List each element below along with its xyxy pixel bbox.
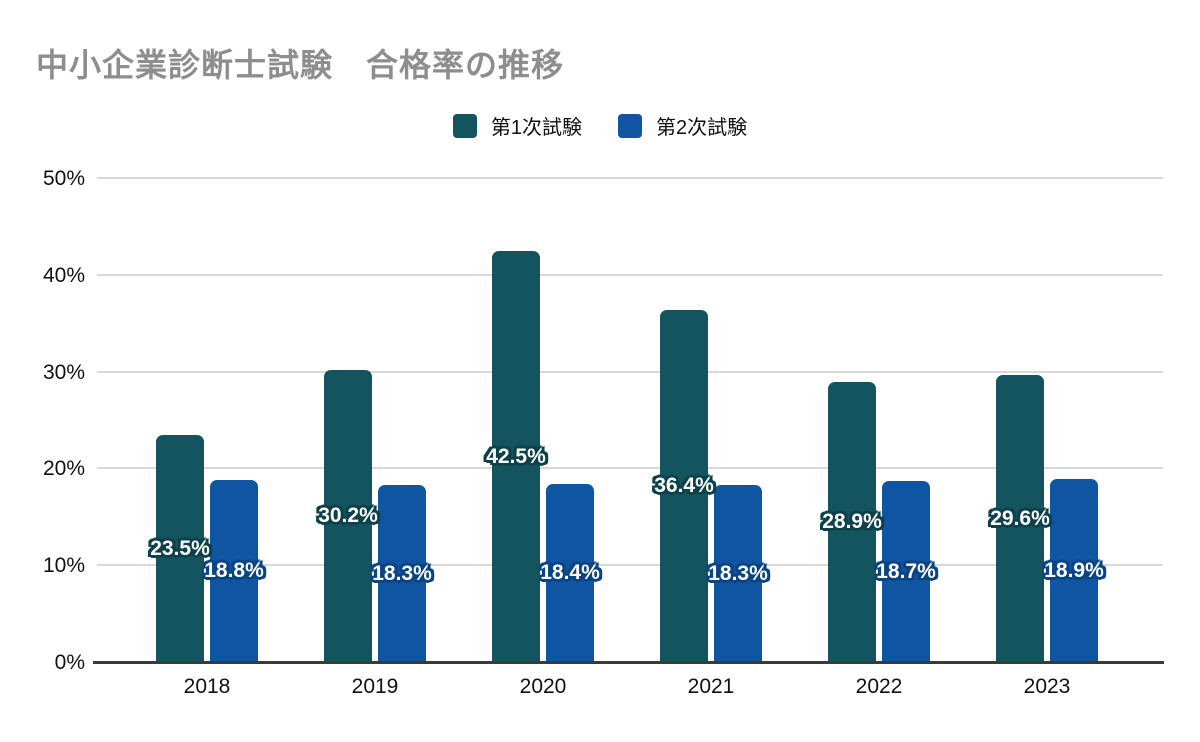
legend-swatch-series2 (618, 113, 642, 138)
y-axis-tick-20: 20% (42, 457, 85, 481)
legend-item-series1: 第1次試験 (452, 111, 582, 140)
x-axis-tick-2020: 2020 (519, 675, 567, 698)
bar-series2-2019: 18.3% (372, 485, 432, 662)
bar-series1-2018: 23.5% (150, 435, 210, 662)
gridline-10 (97, 564, 1163, 567)
bar-series1-2022: 28.9% (822, 382, 882, 662)
gridline-40 (97, 273, 1163, 276)
bar-value-label-series2-2021: 18.3% (708, 561, 768, 585)
legend-label-series1: 第1次試験 (490, 117, 582, 139)
y-axis-tick-30: 30% (42, 360, 85, 384)
bar-group-2023: 29.6% 18.9% (990, 375, 1104, 662)
legend: 第1次試験 第2次試験 (0, 111, 1200, 140)
gridline-30 (97, 370, 1163, 373)
bar-group-2019: 30.2% 18.3% (318, 370, 432, 662)
bar-series2-2020: 18.4% (540, 484, 600, 662)
legend-swatch-series1 (452, 113, 477, 138)
bar-group-2022: 28.9% 18.7% (822, 382, 936, 662)
bar-value-label-series1-2018: 23.5% (150, 536, 210, 560)
bar-value-label-series1-2023: 29.6% (990, 506, 1050, 530)
bar-value-label-series2-2019: 18.3% (372, 561, 432, 585)
bar-series2-2023: 18.9% (1044, 479, 1104, 662)
bar-value-label-series2-2020: 18.4% (540, 561, 600, 584)
bar-series2-2018: 18.8% (204, 480, 264, 662)
bar-series1-2021: 36.4% (654, 310, 714, 662)
bar-series1-2023: 29.6% (990, 375, 1050, 662)
bar-series1-2020: 42.5% (486, 251, 546, 662)
bar-value-label-series1-2020: 42.5% (486, 444, 546, 468)
bar-series2-2022: 18.7% (876, 481, 936, 662)
bar-value-label-series1-2021: 36.4% (654, 474, 714, 497)
legend-item-series2: 第2次試験 (618, 111, 747, 140)
bar-value-label-series2-2022: 18.7% (876, 559, 936, 583)
bar-series1-2019: 30.2% (318, 370, 378, 662)
bar-value-label-series2-2018: 18.8% (204, 559, 264, 582)
chart-title: 中小企業診断士試験 合格率の推移 (36, 47, 565, 83)
x-axis-tick-2019: 2019 (351, 675, 399, 698)
plot-area: 23.5% 18.8% 30.2% 18.3% 42.5% 18.4% 36.4% 18.3%… (93, 177, 1164, 664)
x-axis-line (93, 661, 1164, 664)
y-axis-tick-50: 50% (42, 167, 85, 190)
legend-label-series2: 第2次試験 (656, 117, 748, 139)
bar-value-label-series1-2019: 30.2% (318, 504, 378, 527)
gridline-50 (97, 177, 1163, 179)
y-axis-tick-0: 0% (54, 651, 85, 674)
bar-group-2020: 42.5% 18.4% (486, 251, 600, 662)
x-axis-tick-2021: 2021 (687, 675, 735, 698)
bar-value-label-series2-2023: 18.9% (1044, 558, 1104, 582)
gridline-20 (97, 467, 1163, 470)
bar-series2-2021: 18.3% (708, 485, 768, 662)
x-axis-tick-2023: 2023 (1023, 675, 1071, 698)
bar-value-label-series1-2022: 28.9% (822, 510, 882, 533)
bar-group-2018: 23.5% 18.8% (150, 435, 264, 662)
x-axis-tick-2022: 2022 (855, 675, 903, 698)
bar-group-2021: 36.4% 18.3% (654, 310, 768, 662)
x-axis-tick-2018: 2018 (183, 675, 231, 698)
y-axis-tick-40: 40% (42, 263, 85, 287)
y-axis-tick-10: 10% (42, 554, 85, 578)
